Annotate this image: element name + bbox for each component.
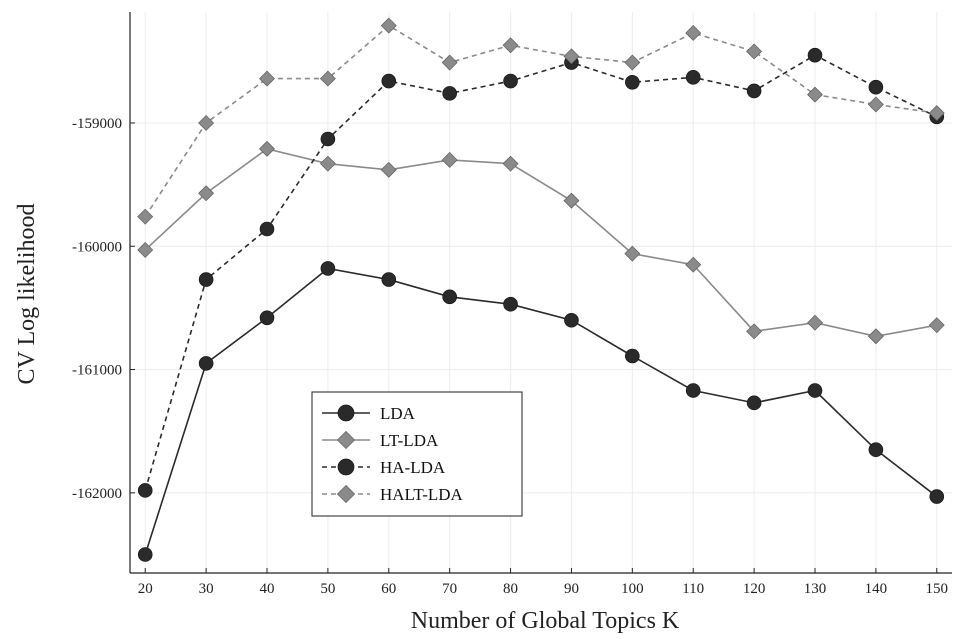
x-tick-label: 130	[804, 581, 827, 597]
data-point	[259, 70, 275, 87]
data-point	[198, 272, 214, 287]
x-tick-label: 20	[138, 581, 153, 597]
data-point	[320, 261, 336, 276]
data-point	[807, 383, 823, 398]
data-point	[685, 25, 702, 41]
y-tick-label: -160000	[72, 239, 122, 255]
data-point	[380, 17, 397, 34]
x-tick-label: 30	[199, 581, 214, 597]
data-point	[746, 83, 762, 99]
x-tick-label: 140	[865, 581, 888, 597]
data-point	[746, 323, 763, 340]
data-point	[685, 256, 702, 273]
data-point	[442, 289, 457, 305]
series-line	[144, 147, 937, 338]
x-tick-label: 40	[260, 581, 275, 597]
data-point	[441, 54, 458, 71]
x-tick-label: 50	[320, 581, 335, 597]
data-point	[320, 131, 336, 147]
x-tick-label: 150	[926, 581, 949, 597]
legend-marker	[336, 484, 356, 504]
data-point	[867, 328, 884, 345]
legend-item: HA-LDA	[322, 458, 446, 477]
legend-item: LT-LDA	[322, 430, 439, 450]
data-point	[624, 54, 641, 71]
series-line	[144, 267, 938, 555]
x-tick-label: 120	[743, 581, 766, 597]
legend-label: HALT-LDA	[380, 485, 464, 504]
data-point	[381, 272, 397, 287]
legend-label: LDA	[380, 404, 416, 423]
data-point	[929, 489, 945, 504]
series-lda	[137, 261, 945, 562]
data-point	[259, 140, 275, 157]
legend-label: HA-LDA	[380, 458, 446, 477]
legend-item: LDA	[322, 404, 416, 423]
legend-marker	[337, 458, 355, 476]
y-tick-label: -161000	[72, 363, 122, 379]
data-point	[441, 152, 458, 168]
data-point	[319, 155, 336, 172]
legend-item: HALT-LDA	[322, 484, 464, 504]
grid-lines	[130, 12, 952, 573]
data-point	[746, 395, 762, 411]
data-point	[198, 115, 215, 131]
x-tick-label: 90	[564, 581, 579, 597]
data-point	[137, 483, 153, 498]
legend: LDA LT-LDA HA-LDA HALT-LDA	[311, 391, 523, 517]
data-point	[198, 185, 215, 202]
series-ha-lda	[137, 47, 945, 498]
data-point	[381, 73, 397, 89]
data-point	[867, 96, 884, 113]
x-tick-label: 70	[442, 581, 457, 597]
y-tick-label: -162000	[72, 486, 122, 502]
legend-marker	[337, 404, 355, 422]
data-point	[442, 86, 457, 101]
series-lt-lda	[137, 140, 945, 345]
series-line	[144, 54, 938, 491]
data-point	[563, 48, 580, 65]
data-point	[564, 312, 579, 328]
data-point	[807, 47, 823, 63]
data-point	[503, 296, 518, 312]
legend-label: LT-LDA	[380, 431, 439, 450]
legend-marker	[336, 430, 356, 450]
data-point	[137, 208, 154, 225]
data-point	[137, 547, 153, 562]
data-point	[137, 242, 154, 258]
x-tick-label: 110	[682, 581, 704, 597]
data-point	[259, 310, 275, 326]
data-point	[868, 79, 884, 95]
x-axis-title: Number of Global Topics K	[411, 608, 680, 634]
data-point	[928, 317, 945, 334]
data-point	[625, 348, 640, 364]
data-point	[868, 442, 884, 458]
y-axis-title: CV Log likelihood	[14, 204, 40, 385]
data-point	[563, 192, 580, 209]
data-point	[625, 74, 640, 90]
data-point	[807, 314, 823, 331]
data-point	[685, 383, 701, 398]
axes: 20 30 40 50 60 70 80 90 100 110 120 130 140 150 -15900…	[72, 12, 952, 597]
data-point	[198, 356, 214, 371]
data-point	[746, 43, 763, 60]
data-point	[807, 86, 823, 103]
series-halt-lda	[137, 17, 945, 225]
x-tick-label: 80	[503, 581, 518, 597]
y-tick-label: -159000	[72, 116, 122, 132]
data-point	[928, 105, 945, 122]
data-point	[319, 70, 336, 87]
data-point	[685, 70, 701, 85]
x-tick-label: 60	[381, 581, 396, 597]
data-point	[380, 161, 397, 178]
data-point	[624, 245, 641, 262]
data-point	[259, 221, 275, 237]
data-point	[502, 37, 519, 54]
x-tick-label: 100	[621, 581, 644, 597]
data-point	[503, 73, 518, 89]
data-point	[502, 155, 519, 172]
series-layer	[137, 17, 945, 562]
